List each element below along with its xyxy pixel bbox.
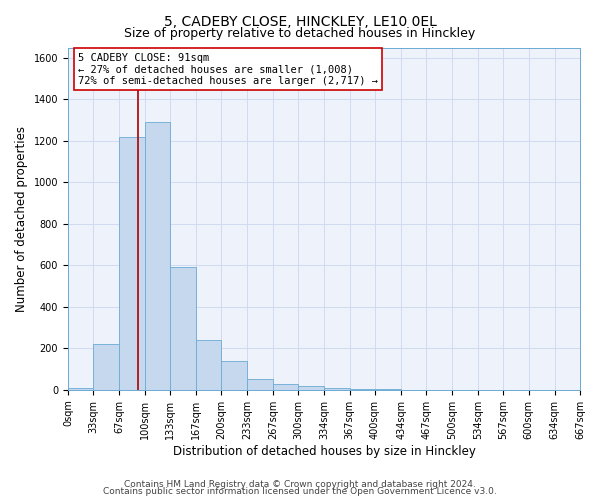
Bar xyxy=(170,268,196,390)
Bar xyxy=(119,136,145,390)
Bar xyxy=(273,384,298,390)
Text: Contains public sector information licensed under the Open Government Licence v3: Contains public sector information licen… xyxy=(103,487,497,496)
Bar xyxy=(93,344,119,390)
Bar xyxy=(325,388,350,390)
Text: 5 CADEBY CLOSE: 91sqm
← 27% of detached houses are smaller (1,008)
72% of semi-d: 5 CADEBY CLOSE: 91sqm ← 27% of detached … xyxy=(78,52,378,86)
Bar xyxy=(196,340,221,390)
Bar xyxy=(298,386,325,390)
Y-axis label: Number of detached properties: Number of detached properties xyxy=(15,126,28,312)
Bar xyxy=(221,361,247,390)
X-axis label: Distribution of detached houses by size in Hinckley: Distribution of detached houses by size … xyxy=(173,444,475,458)
Text: Contains HM Land Registry data © Crown copyright and database right 2024.: Contains HM Land Registry data © Crown c… xyxy=(124,480,476,489)
Bar xyxy=(350,389,375,390)
Text: 5, CADEBY CLOSE, HINCKLEY, LE10 0EL: 5, CADEBY CLOSE, HINCKLEY, LE10 0EL xyxy=(164,15,436,29)
Bar xyxy=(145,122,170,390)
Bar xyxy=(68,388,93,390)
Bar xyxy=(247,380,273,390)
Text: Size of property relative to detached houses in Hinckley: Size of property relative to detached ho… xyxy=(124,28,476,40)
Bar xyxy=(375,389,401,390)
